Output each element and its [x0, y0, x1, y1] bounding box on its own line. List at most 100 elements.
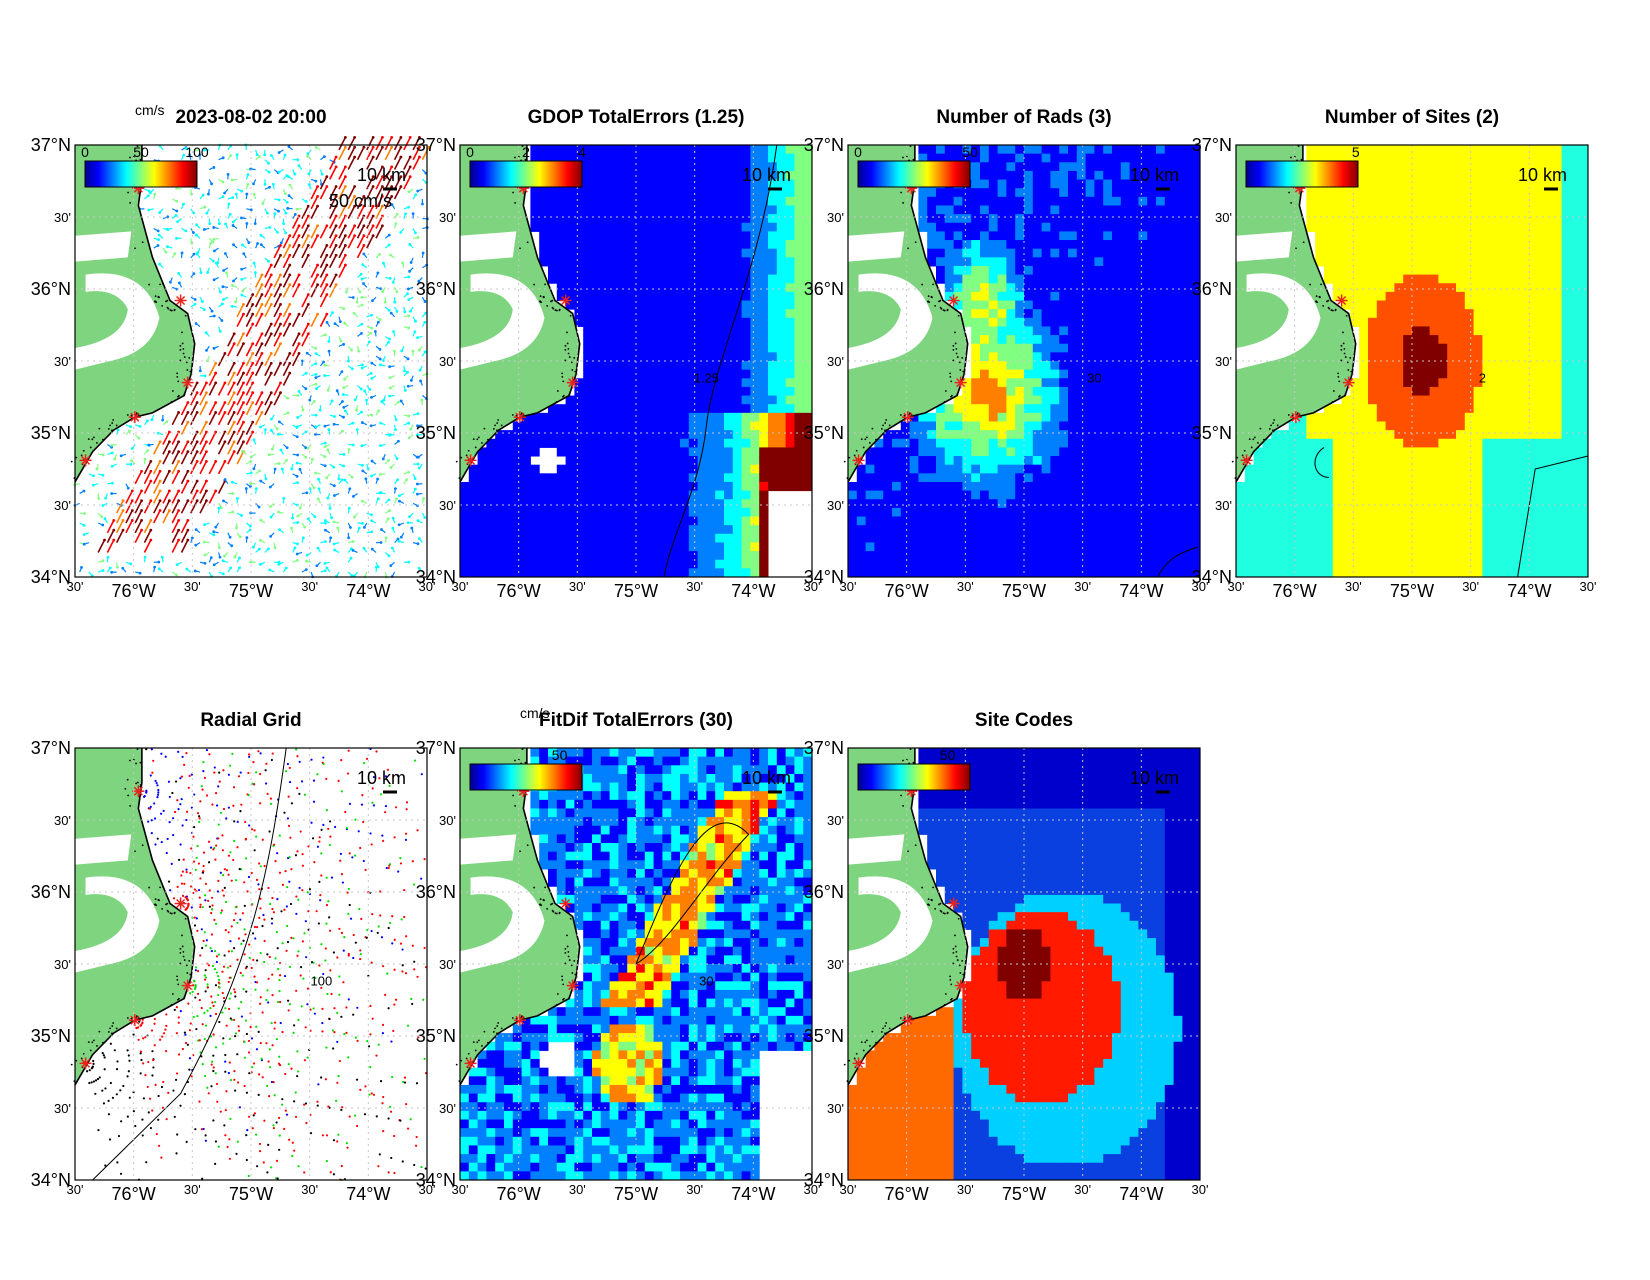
field-cell: [1068, 318, 1077, 327]
field-cell: [857, 508, 866, 517]
lat-tick-label: 34°N: [31, 567, 71, 587]
field-cell: [733, 499, 742, 508]
vector-head: [379, 358, 382, 361]
field-cell: [945, 205, 954, 214]
vector-head: [409, 165, 412, 168]
field-cell: [954, 465, 963, 474]
field-cell: [486, 447, 495, 456]
field-cell: [698, 249, 707, 258]
field-cell: [777, 301, 786, 310]
field-cell: [1050, 223, 1059, 232]
field-cell: [610, 387, 619, 396]
field-cell: [618, 508, 627, 517]
colorbar-tick: 100: [185, 144, 209, 160]
field-cell: [1024, 197, 1033, 206]
field-cell: [927, 473, 936, 482]
vector-head: [317, 497, 320, 500]
field-cell: [601, 205, 610, 214]
field-cell: [1059, 430, 1068, 439]
field-cell: [874, 568, 883, 577]
field-cell: [1103, 197, 1112, 206]
field-cell: [706, 421, 715, 430]
field-cell: [1086, 404, 1095, 413]
field-cell: [495, 491, 504, 500]
field-cell: [1077, 266, 1086, 275]
field-cell: [557, 404, 566, 413]
field-cell: [548, 551, 557, 560]
vector-head: [279, 362, 282, 365]
field-cell: [803, 309, 812, 318]
vector-head: [102, 569, 105, 572]
field-cell: [566, 482, 575, 491]
field-cell: [794, 344, 803, 353]
field-cell: [910, 482, 919, 491]
field-cell: [1006, 257, 1015, 266]
field-cell: [786, 257, 795, 266]
field-cell: [936, 517, 945, 526]
field-cell: [1050, 517, 1059, 526]
field-cell: [1077, 309, 1086, 318]
field-cell: [706, 482, 715, 491]
field-cell: [901, 473, 910, 482]
vector-head: [228, 203, 231, 206]
vector-head: [418, 467, 421, 470]
field-cell: [1086, 491, 1095, 500]
field-cell: [1006, 180, 1015, 189]
field-cell: [1042, 266, 1051, 275]
vector-head: [251, 313, 254, 316]
field-cell: [557, 145, 566, 154]
field-cell: [601, 370, 610, 379]
field-cell: [759, 421, 768, 430]
field-cell: [1068, 240, 1077, 249]
field-cell: [1006, 421, 1015, 430]
field-cell: [980, 387, 989, 396]
field-cell: [927, 249, 936, 258]
field-cell: [954, 223, 963, 232]
field-cell: [618, 257, 627, 266]
field-cell: [504, 491, 513, 500]
field-cell: [689, 465, 698, 474]
field-cell: [583, 430, 592, 439]
lat-tick-label: 30': [54, 498, 71, 513]
field-cell: [548, 473, 557, 482]
field-cell: [927, 413, 936, 422]
field-cell: [1068, 456, 1077, 465]
vector-head: [231, 305, 234, 308]
field-cell: [927, 456, 936, 465]
vector-head: [165, 420, 168, 423]
field-cell: [610, 344, 619, 353]
field-cell: [627, 430, 636, 439]
vector-head: [158, 263, 161, 266]
vector-head: [363, 526, 366, 529]
field-cell: [636, 542, 645, 551]
vector-head: [225, 271, 228, 274]
field-cell: [1042, 240, 1051, 249]
field-cell: [627, 275, 636, 284]
field-cell: [698, 491, 707, 500]
field-cell: [1006, 162, 1015, 171]
field-cell: [936, 231, 945, 240]
field-cell: [742, 378, 751, 387]
field-cell: [495, 534, 504, 543]
field-cell: [478, 491, 487, 500]
vector-head: [353, 516, 356, 519]
field-cell: [786, 404, 795, 413]
field-cell: [504, 473, 513, 482]
field-cell: [1033, 154, 1042, 163]
field-cell: [989, 283, 998, 292]
field-cell: [1059, 154, 1068, 163]
field-cell: [539, 439, 548, 448]
field-cell: [654, 439, 663, 448]
vector-head: [419, 379, 422, 382]
field-cell: [583, 473, 592, 482]
field-cell: [971, 439, 980, 448]
field-cell: [998, 180, 1007, 189]
field-cell: [1006, 223, 1015, 232]
field-cell: [583, 318, 592, 327]
vector-head: [157, 244, 160, 247]
field-cell: [1077, 197, 1086, 206]
field-cell: [954, 499, 963, 508]
field-cell: [724, 387, 733, 396]
vector-head: [296, 462, 299, 465]
vector-head: [287, 145, 290, 148]
